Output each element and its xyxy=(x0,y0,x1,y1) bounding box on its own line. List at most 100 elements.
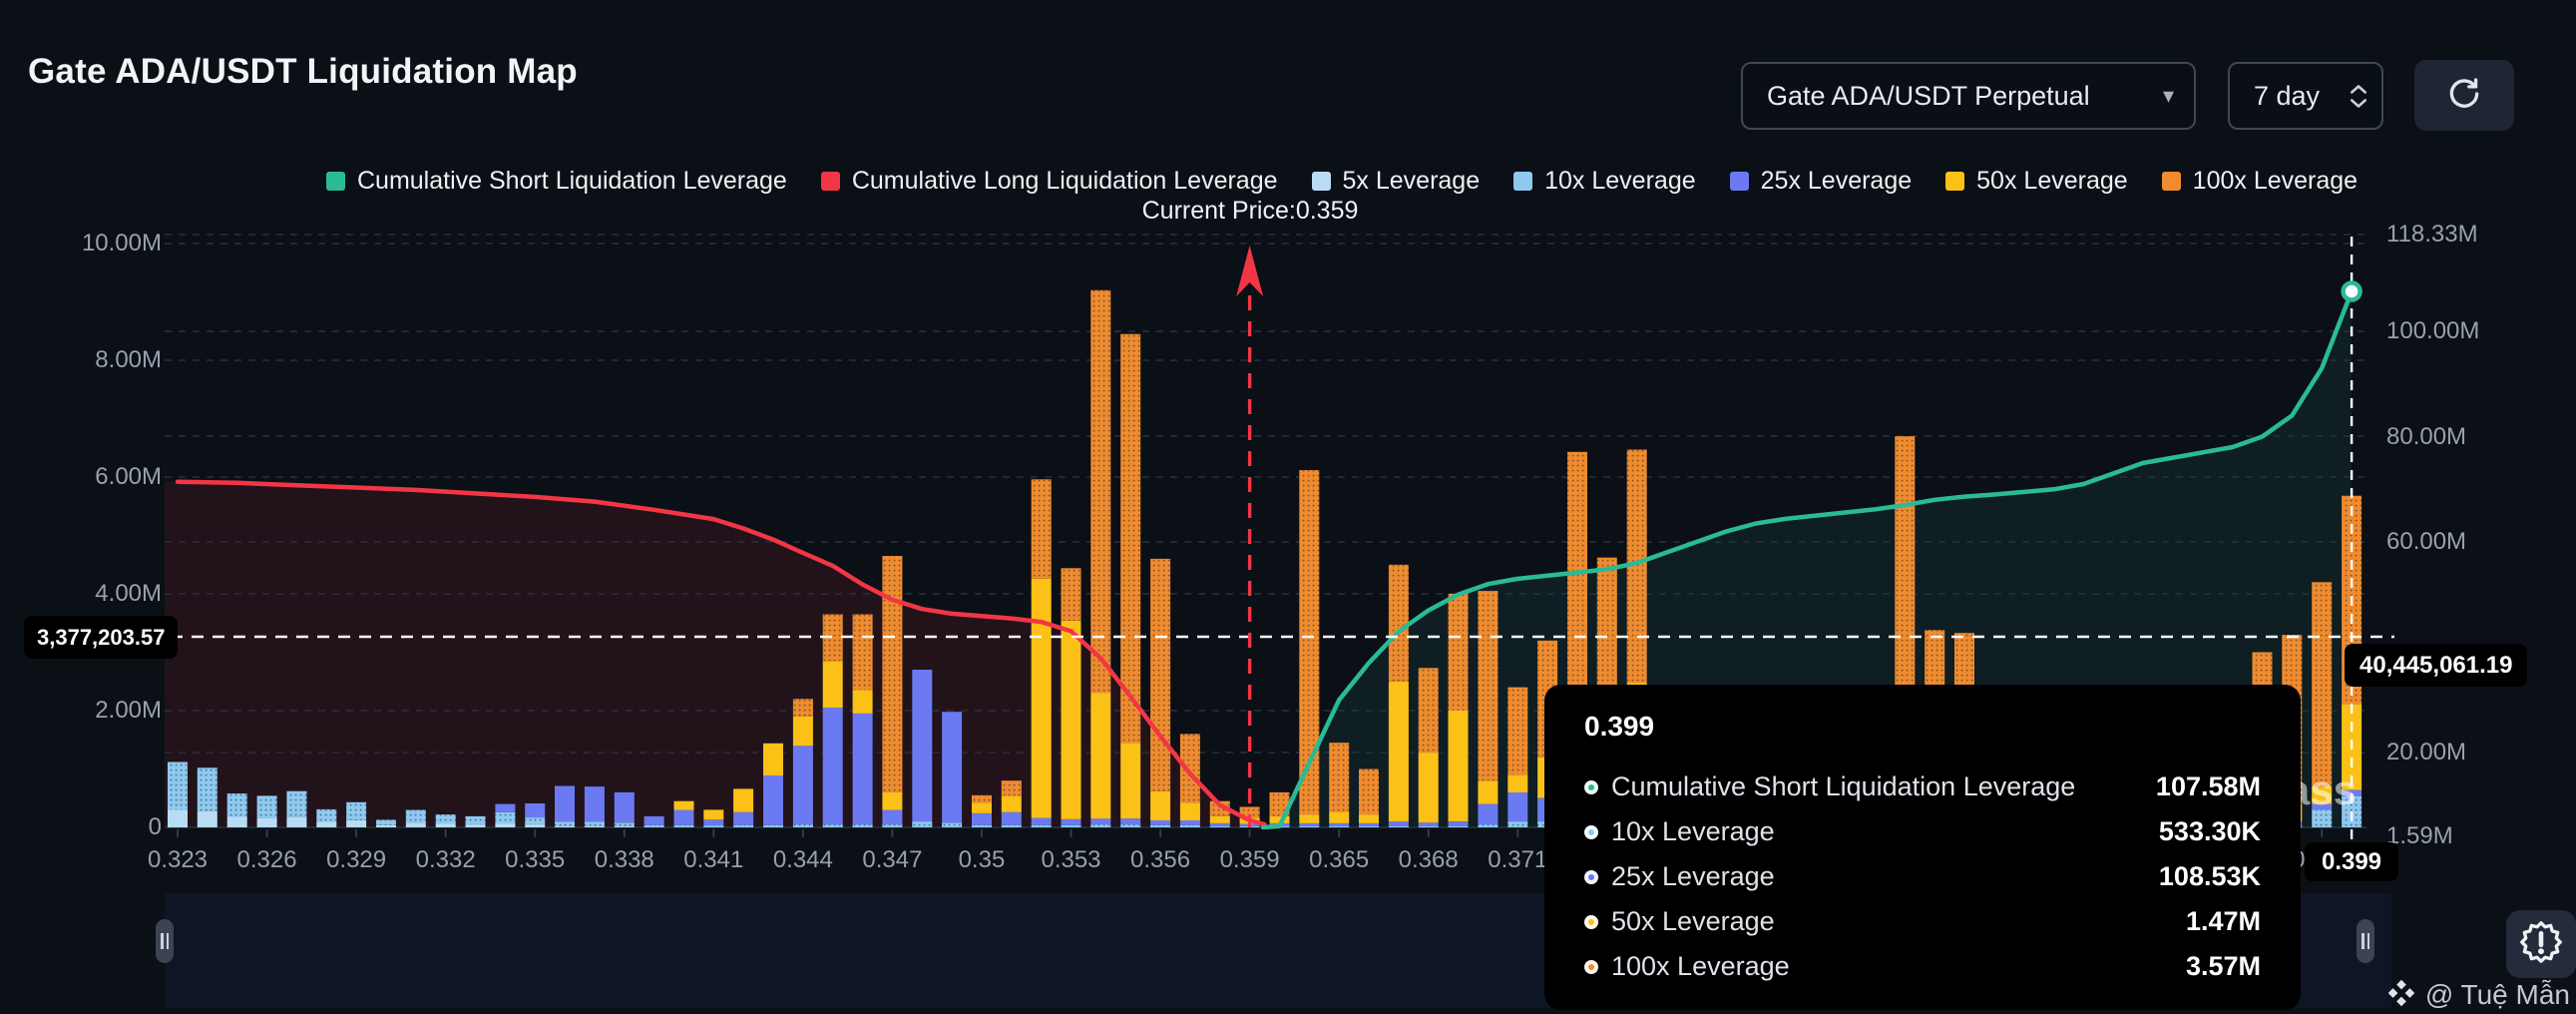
bar-segment[interactable] xyxy=(256,817,277,827)
bar-segment[interactable] xyxy=(763,774,783,825)
bar-segment[interactable] xyxy=(2312,786,2333,804)
legend-item-x5[interactable]: 5x Leverage xyxy=(1311,167,1480,196)
bar-segment[interactable] xyxy=(316,821,337,827)
alert-badge-button[interactable] xyxy=(2506,910,2576,978)
bar-segment[interactable] xyxy=(405,822,426,827)
bar-segment[interactable] xyxy=(822,708,843,825)
period-selector[interactable]: 7 day xyxy=(2228,62,2383,130)
bar-segment[interactable] xyxy=(2312,803,2333,810)
legend-item-x10[interactable]: 10x Leverage xyxy=(1513,167,1696,196)
bar-segment[interactable] xyxy=(1001,795,1022,812)
legend-item-short[interactable]: Cumulative Short Liquidation Leverage xyxy=(326,167,787,196)
bar-segment[interactable] xyxy=(1299,814,1320,823)
bar-segment[interactable] xyxy=(1418,753,1439,823)
bar-segment[interactable] xyxy=(1448,821,1469,826)
legend-item-x50[interactable]: 50x Leverage xyxy=(1945,167,2128,196)
bar-segment[interactable] xyxy=(1031,578,1052,818)
bar-segment[interactable] xyxy=(286,816,307,828)
bar-segment[interactable] xyxy=(1478,803,1499,825)
bar-segment[interactable] xyxy=(1299,822,1320,826)
bar-segment[interactable] xyxy=(614,791,635,823)
bar-segment[interactable] xyxy=(733,811,754,825)
bar-segment[interactable] xyxy=(1209,822,1230,826)
bar-segment[interactable] xyxy=(1359,814,1379,823)
pair-selector[interactable]: Gate ADA/USDT Perpetual ▾ xyxy=(1741,62,2196,130)
bar-segment[interactable] xyxy=(1090,818,1111,825)
right-axis-tick: 80.00M xyxy=(2386,422,2467,450)
tooltip-series-dot-icon xyxy=(1584,914,1598,929)
bar-segment[interactable] xyxy=(882,791,903,810)
bar-segment[interactable] xyxy=(1329,811,1350,823)
bar-segment[interactable] xyxy=(1418,822,1439,826)
bar-segment[interactable] xyxy=(555,785,575,822)
bar-segment[interactable] xyxy=(644,815,664,825)
bar-segment[interactable] xyxy=(1388,821,1409,826)
bar-segment[interactable] xyxy=(1061,818,1081,825)
tooltip-series-label: Cumulative Short Liquidation Leverage xyxy=(1611,771,2076,801)
bar-segment[interactable] xyxy=(852,690,873,714)
bar-segment[interactable] xyxy=(1061,620,1081,819)
bar-segment[interactable] xyxy=(555,825,575,827)
bar-segment[interactable] xyxy=(1388,681,1409,822)
bar-segment[interactable] xyxy=(1150,790,1171,820)
bar-segment[interactable] xyxy=(673,800,694,810)
bar-segment[interactable] xyxy=(733,788,754,812)
bar-segment[interactable] xyxy=(1150,820,1171,825)
bar-segment[interactable] xyxy=(1209,815,1230,823)
bar-segment[interactable] xyxy=(792,716,813,747)
bar-segment[interactable] xyxy=(1269,815,1290,823)
bar-segment[interactable] xyxy=(1031,817,1052,825)
bar-segment[interactable] xyxy=(1507,791,1528,822)
bar-segment[interactable] xyxy=(912,670,933,822)
bar-segment[interactable] xyxy=(584,786,605,822)
bar-segment[interactable] xyxy=(197,810,217,827)
bar-segment[interactable] xyxy=(1090,693,1111,819)
bar-segment[interactable] xyxy=(1329,822,1350,826)
bar-segment[interactable] xyxy=(346,820,367,827)
navigator-left-handle[interactable] xyxy=(156,919,174,963)
stepper-arrows-icon xyxy=(2350,84,2367,109)
bar-segment[interactable] xyxy=(525,803,546,817)
bar-segment[interactable] xyxy=(1359,822,1379,826)
bar-segment[interactable] xyxy=(525,824,546,827)
legend-item-x100[interactable]: 100x Leverage xyxy=(2161,167,2358,196)
bar-segment[interactable] xyxy=(882,809,903,825)
bar-segment[interactable] xyxy=(1120,818,1141,825)
bar-segment[interactable] xyxy=(168,809,188,828)
bar-segment[interactable] xyxy=(1001,811,1022,825)
bar-segment[interactable] xyxy=(376,824,396,827)
legend-item-x25[interactable]: 25x Leverage xyxy=(1729,167,1912,196)
bar-segment[interactable] xyxy=(703,809,724,820)
legend-item-long[interactable]: Cumulative Long Liquidation Leverage xyxy=(820,167,1278,196)
bar-segment[interactable] xyxy=(852,713,873,824)
x-axis-tick: 0.326 xyxy=(236,846,297,873)
bar-segment[interactable] xyxy=(972,802,992,813)
bar-segment[interactable] xyxy=(1179,802,1200,820)
bar-segment[interactable] xyxy=(495,803,516,812)
bar-segment[interactable] xyxy=(1120,743,1141,819)
tooltip-series-value: 108.53K xyxy=(2158,861,2261,891)
bar-segment[interactable] xyxy=(1448,711,1469,822)
bar-segment[interactable] xyxy=(822,661,843,709)
bar-segment[interactable] xyxy=(673,809,694,825)
bar-segment[interactable] xyxy=(584,825,605,827)
bar-segment[interactable] xyxy=(435,823,456,828)
refresh-button[interactable] xyxy=(2414,60,2514,131)
navigator-right-handle[interactable] xyxy=(2357,919,2374,963)
bar-segment[interactable] xyxy=(972,813,992,825)
bar-segment[interactable] xyxy=(1507,774,1528,792)
bar-segment[interactable] xyxy=(226,816,247,828)
bar-segment[interactable] xyxy=(614,825,635,827)
bar-segment[interactable] xyxy=(942,712,963,823)
bar-segment[interactable] xyxy=(2342,789,2362,796)
bar-segment[interactable] xyxy=(1179,820,1200,825)
bar-segment[interactable] xyxy=(465,824,486,827)
bar-segment[interactable] xyxy=(703,819,724,826)
bar-segment[interactable] xyxy=(763,743,783,775)
bar-segment[interactable] xyxy=(792,746,813,825)
bar-segment[interactable] xyxy=(495,823,516,828)
tooltip-row: 25x Leverage 108.53K xyxy=(1584,854,2261,899)
bar-segment[interactable] xyxy=(1478,780,1499,804)
